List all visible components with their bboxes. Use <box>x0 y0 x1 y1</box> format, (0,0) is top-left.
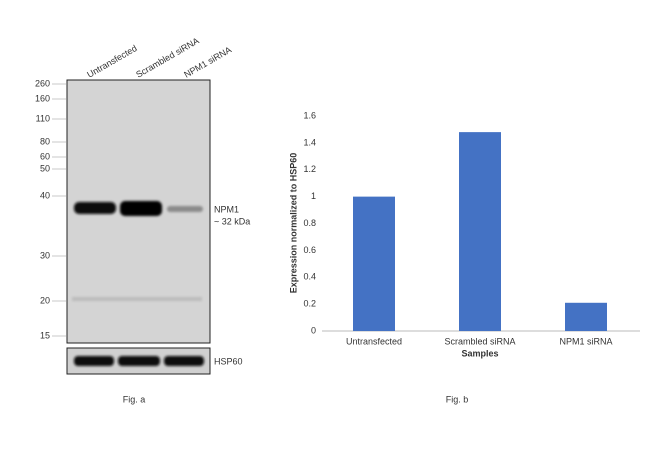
x-tick-label: Untransfected <box>346 336 402 346</box>
marker-label: 260 <box>35 78 50 88</box>
band <box>72 297 202 301</box>
y-tick-label: 1.4 <box>303 137 316 147</box>
marker-label: 60 <box>40 151 50 161</box>
band <box>167 206 203 212</box>
x-tick-label: NPM1 siRNA <box>559 336 612 346</box>
x-tick-label: Scrambled siRNA <box>444 336 515 346</box>
y-axis-title: Expression normalized to HSP60 <box>288 153 298 294</box>
y-tick-label: 0.6 <box>303 245 316 255</box>
band <box>164 356 204 366</box>
band <box>120 201 162 216</box>
x-axis-title: Samples <box>461 348 498 358</box>
band <box>74 202 116 214</box>
bar <box>565 302 607 331</box>
band <box>118 356 160 366</box>
marker-label: 50 <box>40 163 50 173</box>
control-label: HSP60 <box>214 356 243 366</box>
marker-label: 15 <box>40 330 50 340</box>
band <box>74 356 114 366</box>
marker-label: 20 <box>40 295 50 305</box>
lane-label: Untransfected <box>85 43 139 80</box>
marker-label: 40 <box>40 190 50 200</box>
marker-label: 80 <box>40 136 50 146</box>
y-tick-label: 1.6 <box>303 110 316 120</box>
target-size: ~ 32 kDa <box>214 216 250 226</box>
target-label: NPM1 <box>214 204 239 214</box>
bar <box>353 196 395 331</box>
y-tick-label: 0.2 <box>303 299 316 309</box>
y-tick-label: 1.2 <box>303 164 316 174</box>
y-tick-label: 1 <box>311 191 316 201</box>
marker-label: 30 <box>40 250 50 260</box>
y-tick-label: 0 <box>311 325 316 335</box>
caption: Fig. b <box>446 394 469 404</box>
y-tick-label: 0.4 <box>303 272 316 282</box>
bar <box>459 132 501 331</box>
marker-label: 160 <box>35 93 50 103</box>
y-tick-label: 0.8 <box>303 218 316 228</box>
marker-label: 110 <box>36 113 50 123</box>
caption: Fig. a <box>123 394 146 404</box>
bands <box>72 201 204 366</box>
